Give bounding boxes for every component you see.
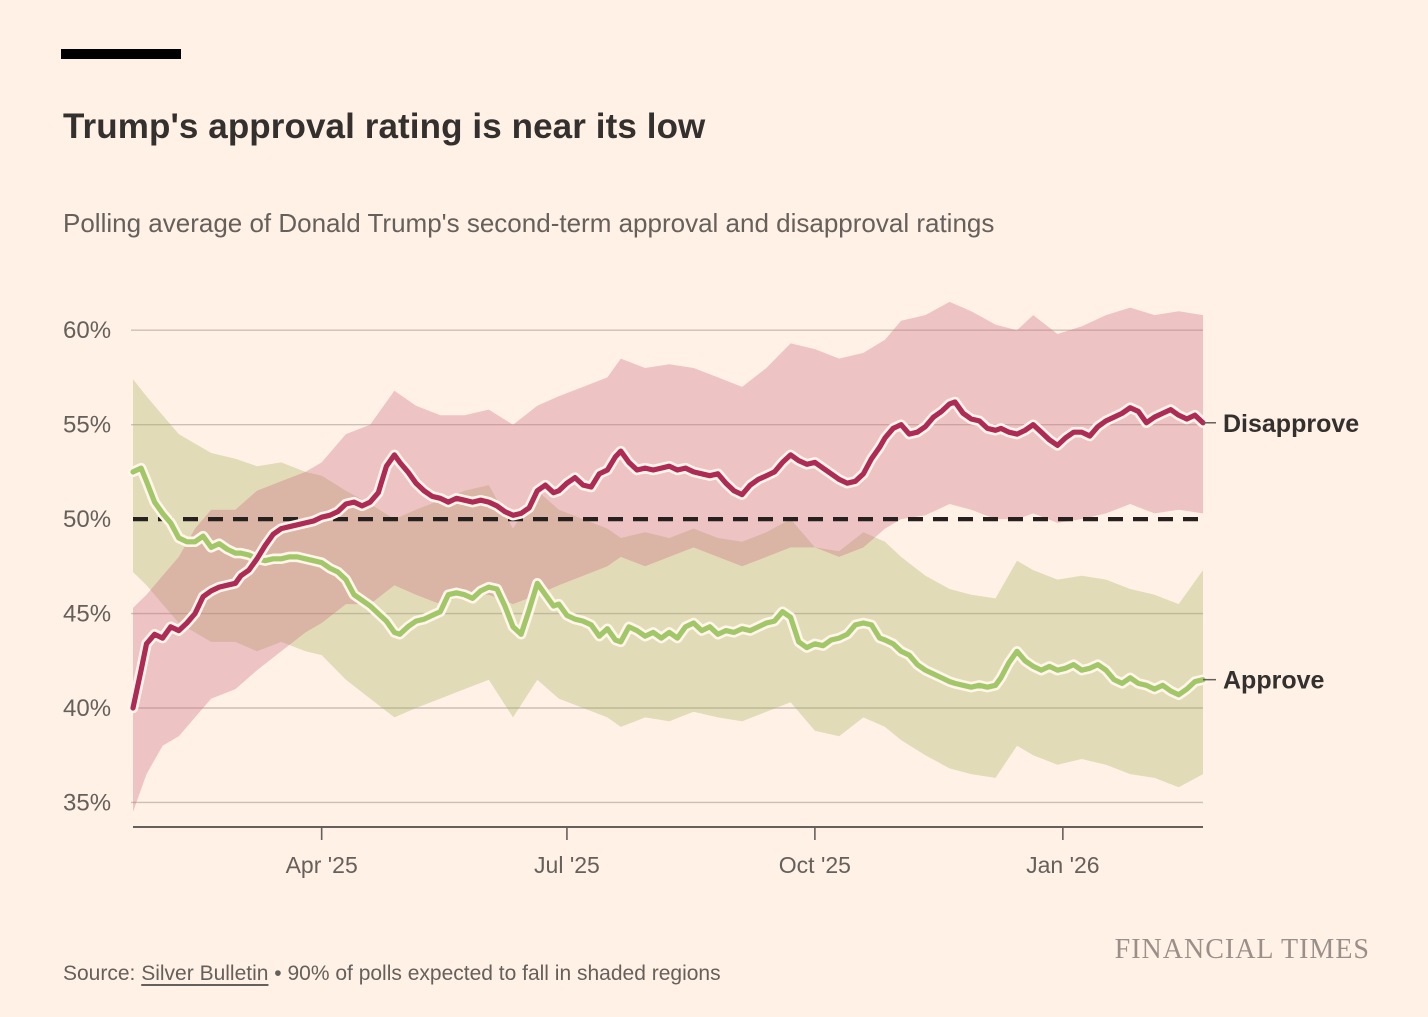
header-rule (61, 49, 181, 59)
disapprove-confidence-band (133, 301, 1203, 812)
disapprove-line (130, 399, 1206, 711)
series-label-approve: Approve (1223, 667, 1325, 695)
source-suffix: • 90% of polls expected to fall in shade… (268, 962, 721, 985)
approve-confidence-band (133, 379, 1203, 788)
x-tick-label: Jan '26 (1026, 852, 1099, 878)
y-tick-label: 35% (63, 789, 111, 816)
series-label-disapprove: Disapprove (1223, 410, 1359, 438)
approve-line (130, 465, 1206, 698)
y-tick-label: 40% (63, 695, 111, 722)
y-tick-label: 60% (63, 317, 111, 344)
ft-brand-logo: FINANCIAL TIMES (1114, 934, 1370, 965)
source-link[interactable]: Silver Bulletin (141, 962, 269, 985)
y-tick-label: 45% (63, 601, 111, 628)
page-title: Trump's approval rating is near its low (63, 107, 706, 147)
source-note: Source: Silver Bulletin • 90% of polls e… (63, 962, 721, 986)
x-tick-label: Oct '25 (779, 852, 851, 878)
y-tick-label: 50% (63, 506, 111, 533)
y-tick-label: 55% (63, 412, 111, 439)
x-tick-label: Apr '25 (286, 852, 358, 878)
x-tick-label: Jul '25 (534, 852, 600, 878)
page-subtitle: Polling average of Donald Trump's second… (63, 208, 995, 238)
source-prefix: Source: (63, 962, 142, 985)
